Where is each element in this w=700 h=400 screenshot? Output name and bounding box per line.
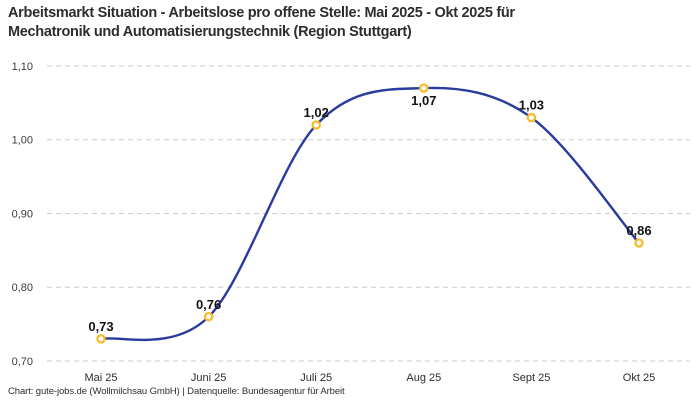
y-axis-tick-label: 1,10 (12, 61, 33, 73)
y-axis-tick-label: 0,70 (12, 356, 33, 368)
y-axis-tick-label: 0,80 (12, 282, 33, 294)
data-point-label: 0,73 (88, 319, 113, 334)
data-point-label: 0,76 (196, 297, 221, 312)
x-axis-tick-label: Juli 25 (300, 372, 332, 384)
x-axis-tick-label: Okt 25 (623, 372, 655, 384)
x-axis-tick-label: Juni 25 (191, 372, 226, 384)
chart-title-line1: Arbeitsmarkt Situation - Arbeitslose pro… (8, 5, 515, 21)
data-point-marker (634, 238, 644, 248)
data-point-marker (203, 311, 214, 322)
chart-title: Arbeitsmarkt Situation - Arbeitslose pro… (8, 4, 688, 42)
x-axis-tick-label: Mai 25 (84, 372, 117, 384)
data-point-marker (526, 112, 537, 123)
data-point-label: 1,07 (411, 93, 436, 108)
data-point-marker (311, 120, 321, 130)
data-point-label: 0,86 (626, 223, 651, 238)
y-axis-tick-label: 1,00 (12, 135, 33, 147)
chart-title-line2: Mechatronik und Automatisierungstechnik … (8, 24, 412, 40)
x-axis-tick-label: Sept 25 (512, 372, 550, 384)
y-axis-tick-label: 0,90 (12, 208, 33, 220)
data-point-label: 1,03 (519, 98, 544, 113)
data-point-marker (96, 334, 106, 344)
chart-attribution: Chart: gute-jobs.de (Wollmilchsau GmbH) … (8, 386, 345, 397)
data-point-marker (419, 83, 429, 93)
line-series (99, 86, 641, 342)
x-axis-tick-label: Aug 25 (406, 372, 441, 384)
data-point-label: 1,02 (304, 105, 329, 120)
